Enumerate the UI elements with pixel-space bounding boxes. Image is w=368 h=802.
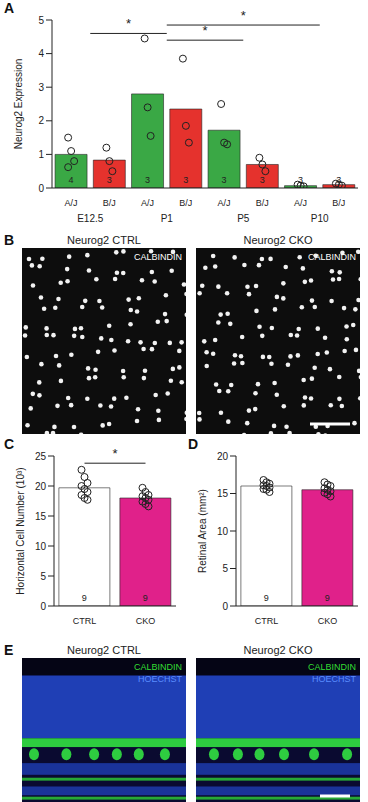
html-text:Neurog2 CKO: Neurog2 CKO: [243, 234, 313, 246]
svg-text:B/J: B/J: [332, 198, 345, 208]
svg-text:3: 3: [183, 175, 188, 185]
svg-text:CALBINDIN: CALBINDIN: [308, 252, 356, 262]
svg-text:*: *: [112, 446, 117, 461]
svg-text:4: 4: [38, 48, 44, 59]
svg-text:20: 20: [217, 451, 229, 462]
svg-text:*: *: [202, 23, 207, 38]
svg-text:Horizontal Cell Number (10³): Horizontal Cell Number (10³): [15, 467, 26, 594]
svg-text:0: 0: [40, 601, 46, 612]
html-text:Neurog2 CTRL: Neurog2 CTRL: [67, 644, 141, 656]
svg-text:CKO: CKO: [136, 616, 156, 626]
svg-text:CALBINDIN: CALBINDIN: [308, 662, 356, 672]
svg-text:9: 9: [264, 593, 269, 603]
svg-text:3: 3: [298, 175, 303, 185]
svg-text:3: 3: [260, 175, 265, 185]
svg-text:3: 3: [38, 82, 44, 93]
svg-text:10: 10: [35, 541, 47, 552]
svg-text:0: 0: [38, 183, 44, 194]
svg-text:P10: P10: [311, 213, 329, 224]
svg-text:2: 2: [38, 115, 44, 126]
svg-text:5: 5: [40, 571, 46, 582]
svg-text:20: 20: [35, 481, 47, 492]
svg-text:P5: P5: [237, 213, 250, 224]
svg-text:Neurog2 Expression: Neurog2 Expression: [13, 59, 24, 150]
html-text:A: A: [4, 0, 15, 16]
svg-text:E12.5: E12.5: [77, 213, 104, 224]
svg-text:3: 3: [222, 175, 227, 185]
svg-text:HOECHST: HOECHST: [312, 674, 357, 684]
html-text:E: E: [4, 642, 14, 658]
svg-text:5: 5: [222, 563, 228, 574]
svg-text:25: 25: [35, 451, 47, 462]
svg-text:0: 0: [222, 601, 228, 612]
svg-text:B/J: B/J: [103, 198, 116, 208]
svg-text:*: *: [241, 8, 246, 23]
svg-text:P1: P1: [161, 213, 174, 224]
svg-text:5: 5: [38, 15, 44, 26]
svg-text:HOECHST: HOECHST: [138, 674, 183, 684]
svg-text:15: 15: [35, 511, 47, 522]
svg-text:1: 1: [38, 149, 44, 160]
svg-text:B/J: B/J: [179, 198, 192, 208]
svg-text:A/J: A/J: [141, 198, 154, 208]
svg-text:9: 9: [325, 593, 330, 603]
svg-text:3: 3: [145, 175, 150, 185]
svg-text:CTRL: CTRL: [73, 616, 97, 626]
html-text:Neurog2 CTRL: Neurog2 CTRL: [67, 234, 141, 246]
svg-text:10: 10: [217, 526, 229, 537]
svg-text:B/J: B/J: [256, 198, 269, 208]
svg-text:A/J: A/J: [65, 198, 78, 208]
svg-text:*: *: [126, 16, 131, 31]
svg-text:CTRL: CTRL: [255, 616, 279, 626]
svg-text:A/J: A/J: [218, 198, 231, 208]
svg-text:CKO: CKO: [318, 616, 338, 626]
html-text:C: C: [4, 436, 15, 452]
svg-text:CALBINDIN: CALBINDIN: [134, 662, 182, 672]
svg-text:9: 9: [82, 593, 87, 603]
svg-text:Retinal Area (mm²): Retinal Area (mm²): [197, 489, 208, 573]
svg-text:CALBINDIN: CALBINDIN: [134, 252, 182, 262]
svg-text:4: 4: [69, 175, 74, 185]
html-text:D: D: [188, 436, 199, 452]
html-text:B: B: [4, 232, 15, 248]
html-text:Neurog2 CKO: Neurog2 CKO: [243, 644, 313, 656]
svg-text:A/J: A/J: [294, 198, 307, 208]
svg-text:3: 3: [107, 175, 112, 185]
svg-text:15: 15: [217, 488, 229, 499]
svg-text:9: 9: [143, 593, 148, 603]
svg-text:3: 3: [336, 175, 341, 185]
